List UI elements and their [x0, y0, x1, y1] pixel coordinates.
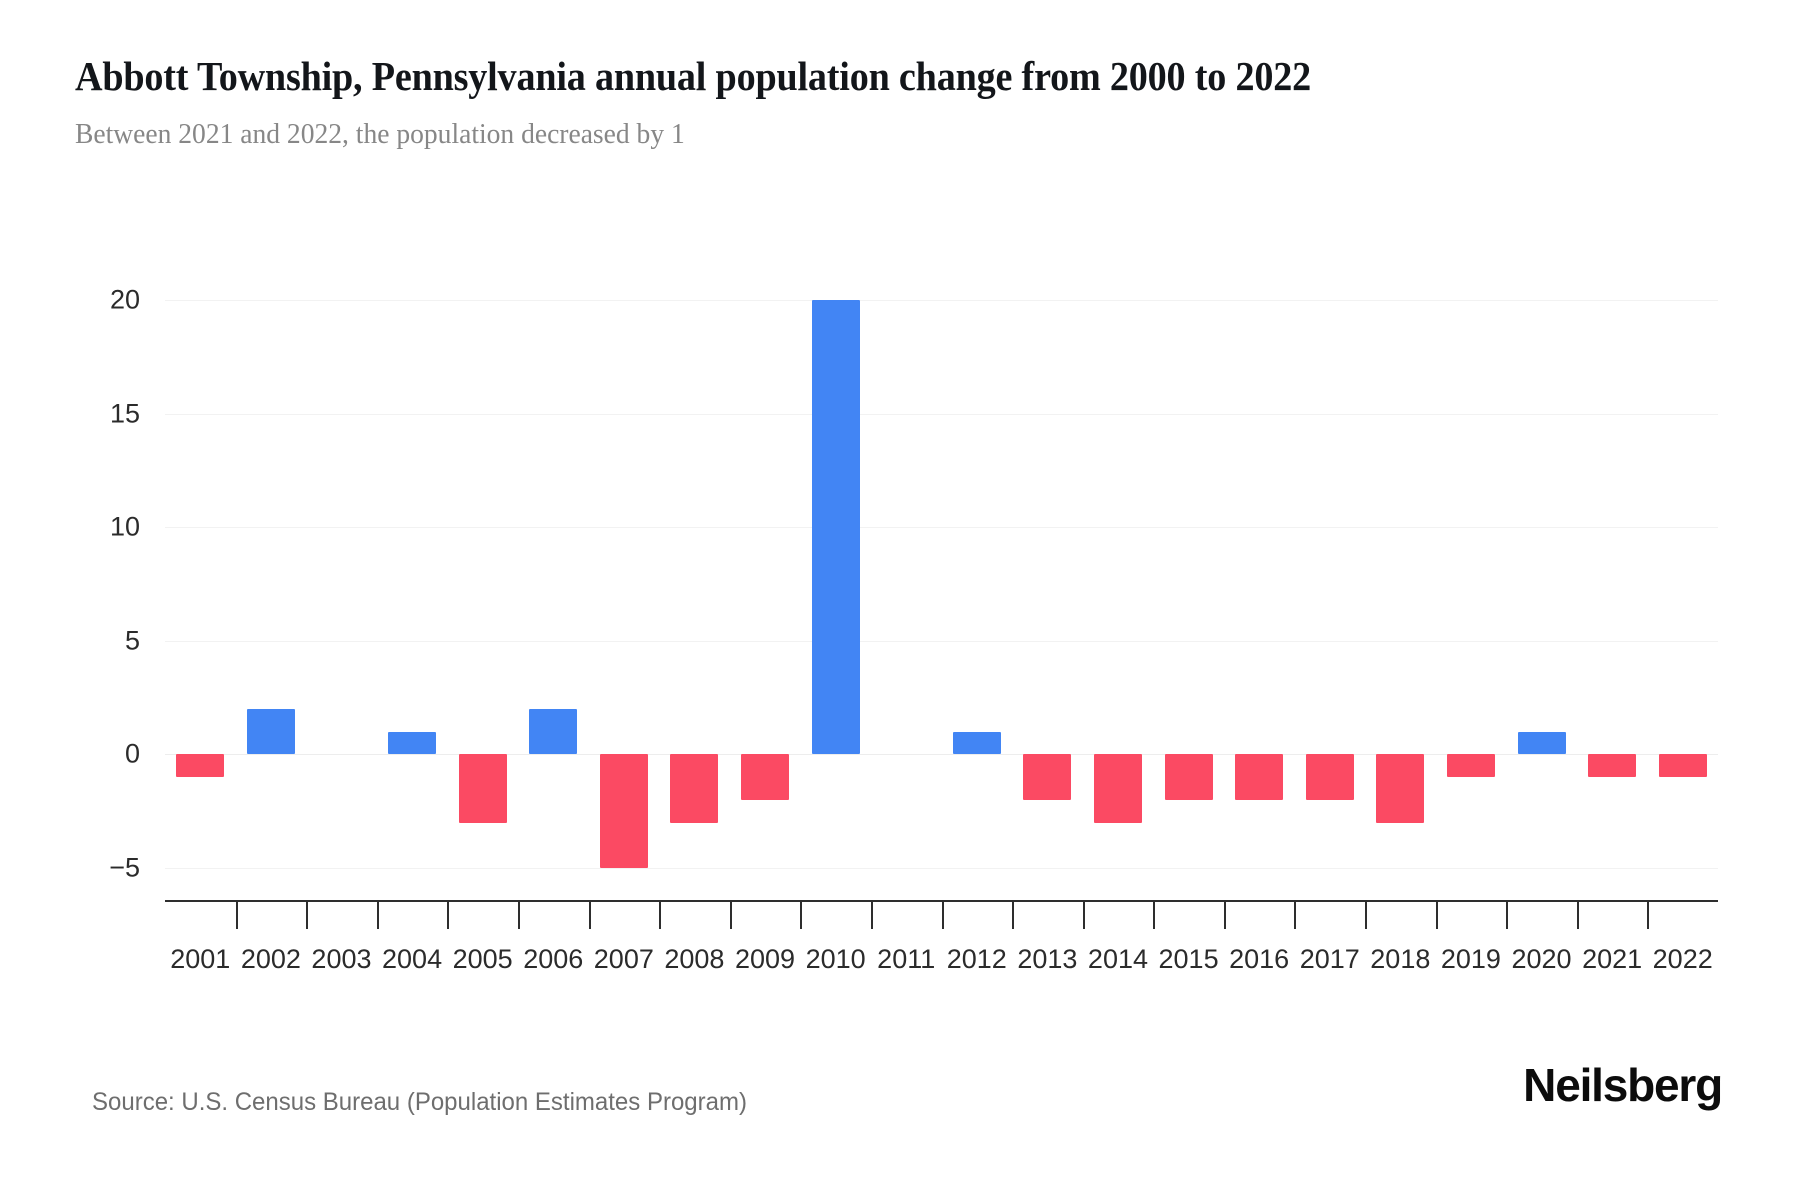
x-axis-tick-label: 2014 [1087, 944, 1149, 974]
x-axis-tick-label: 2007 [593, 944, 654, 974]
chart-subtitle: Between 2021 and 2022, the population de… [75, 118, 685, 150]
x-axis-tick-label: 2001 [170, 944, 231, 974]
x-axis-tick-label: 2015 [1158, 944, 1219, 974]
x-axis-tick-label: 2018 [1370, 944, 1431, 974]
y-axis-tick-label: 20 [109, 284, 140, 315]
x-axis-tick-label: 2012 [946, 944, 1007, 974]
bar-2002[interactable] [246, 708, 295, 755]
gridline [165, 754, 1718, 756]
x-axis-tick-label: 2008 [664, 944, 725, 974]
bar-2017[interactable] [1305, 754, 1354, 800]
x-axis-tick [659, 901, 662, 929]
x-axis-tick [1435, 901, 1438, 929]
x-axis-tick [1082, 901, 1085, 929]
bar-2005[interactable] [458, 754, 507, 823]
y-axis-tick-label: 15 [109, 398, 140, 429]
x-axis-tick [517, 901, 520, 929]
x-axis-tick [1576, 901, 1579, 929]
x-axis-tick [235, 901, 238, 929]
gridline [165, 640, 1718, 642]
x-axis-tick [376, 901, 379, 929]
x-axis-tick-label: 2003 [311, 944, 372, 974]
y-axis-tick-label: 5 [124, 625, 140, 656]
x-axis-tick [1012, 901, 1015, 929]
bar-2004[interactable] [388, 731, 437, 755]
x-axis-tick-label: 2011 [877, 944, 936, 974]
bar-2001[interactable] [176, 754, 225, 778]
bar-2016[interactable] [1235, 754, 1284, 800]
gridline [165, 300, 1718, 301]
bar-2020[interactable] [1517, 731, 1566, 755]
bar-2022[interactable] [1658, 754, 1707, 778]
bar-2010[interactable] [811, 300, 860, 755]
x-axis-tick-label: 2005 [452, 944, 513, 974]
y-axis-tick-label: −5 [109, 852, 140, 883]
x-axis-tick-label: 2022 [1652, 944, 1713, 974]
x-axis-tick [447, 901, 450, 929]
x-axis-tick [1153, 901, 1156, 929]
brand-logo: Neilsberg [1523, 1059, 1723, 1111]
x-axis-tick [800, 901, 803, 929]
x-axis-tick [1294, 901, 1297, 929]
bar-2014[interactable] [1093, 754, 1142, 823]
x-axis-tick [306, 901, 309, 929]
bar-2019[interactable] [1446, 754, 1495, 778]
y-axis-tick-label: 0 [124, 738, 140, 769]
bar-2009[interactable] [741, 754, 790, 800]
bar-2013[interactable] [1023, 754, 1072, 800]
x-axis-tick-label: 2020 [1511, 944, 1572, 974]
page-title: Abbott Township, Pennsylvania annual pop… [75, 53, 1312, 99]
gridline [165, 413, 1718, 415]
y-axis-labels: 20 15 10 5 0 −5 [0, 285, 140, 883]
x-axis-tick [941, 901, 944, 929]
bar-2018[interactable] [1376, 754, 1425, 823]
bar-2015[interactable] [1164, 754, 1213, 800]
x-axis-tick-label: 2010 [805, 944, 866, 974]
x-axis-tick [729, 901, 732, 929]
x-axis-tick [588, 901, 591, 929]
x-axis-tick-label: 2021 [1582, 944, 1643, 974]
bar-2007[interactable] [599, 754, 648, 868]
x-axis-tick [1365, 901, 1368, 929]
bar-2021[interactable] [1588, 754, 1637, 778]
x-axis-tick-label: 2004 [382, 944, 443, 974]
x-axis-tick-label: 2016 [1229, 944, 1290, 974]
x-axis-tick-label: 2009 [734, 944, 796, 974]
x-axis-tick [1647, 901, 1650, 929]
x-axis-tick-label: 2017 [1299, 944, 1360, 974]
x-axis-tick [870, 901, 873, 929]
plot-area [165, 300, 1718, 869]
x-axis-tick-label: 2013 [1017, 944, 1078, 974]
gridline [165, 527, 1718, 529]
bar-2008[interactable] [670, 754, 719, 823]
x-axis-tick-label: 2002 [240, 944, 301, 974]
x-axis-tick-label: 2019 [1440, 944, 1501, 974]
x-axis-tick [1506, 901, 1509, 929]
bar-2012[interactable] [952, 731, 1001, 755]
x-axis-tick [1223, 901, 1226, 929]
y-axis-tick-label: 10 [109, 511, 140, 542]
bars-layer [165, 300, 1718, 868]
x-axis-tick-label: 2006 [523, 944, 584, 974]
gridline [165, 868, 1718, 869]
bar-2006[interactable] [529, 708, 578, 755]
source-note: Source: U.S. Census Bureau (Population E… [92, 1088, 747, 1116]
